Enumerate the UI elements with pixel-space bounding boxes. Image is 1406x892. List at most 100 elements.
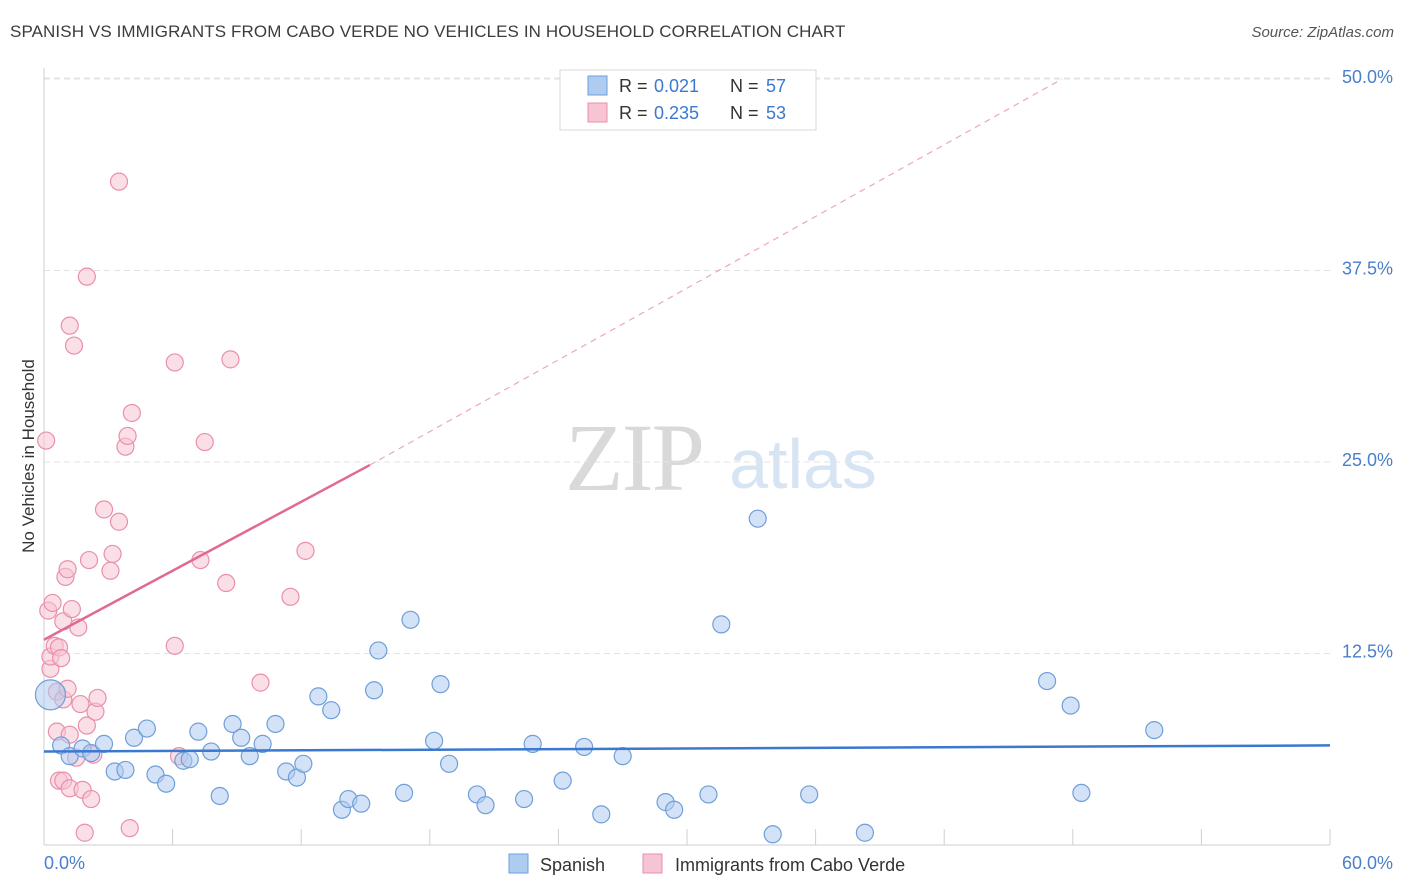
point-spanish-4 <box>82 743 101 763</box>
point-cabo-40 <box>120 819 139 838</box>
legend-top-n-value-cabo: 53 <box>766 103 786 123</box>
point-spanish-53 <box>1037 671 1057 691</box>
point-cabo-51 <box>281 587 300 606</box>
point-spanish-29 <box>352 794 371 813</box>
point-cabo-42 <box>60 316 79 335</box>
point-spanish-47 <box>699 785 718 804</box>
legend-top-n-label-cabo: N = <box>730 103 759 123</box>
point-cabo-39 <box>118 426 137 446</box>
point-cabo-48 <box>217 573 236 593</box>
point-cabo-28 <box>79 550 99 570</box>
x-axis-ticks <box>172 829 1331 845</box>
point-spanish-43 <box>592 805 611 824</box>
point-cabo-52 <box>296 541 315 560</box>
y-tick-label-1: 25.0% <box>1342 450 1393 470</box>
point-cabo-29 <box>82 789 101 809</box>
point-spanish-55 <box>1072 783 1091 803</box>
y-tick-label-3: 50.0% <box>1342 67 1393 87</box>
point-cabo-4 <box>43 593 62 613</box>
point-spanish-49 <box>748 509 767 528</box>
point-spanish-20 <box>253 734 272 753</box>
point-cabo-20 <box>64 336 84 355</box>
point-spanish-24 <box>294 754 313 773</box>
trend-line-cabo <box>43 463 371 641</box>
legend-top-r-label-spanish: R = <box>619 76 648 96</box>
point-cabo-15 <box>58 560 77 579</box>
point-spanish-44 <box>613 747 632 766</box>
point-cabo-50 <box>251 673 270 692</box>
trend-line-spanish <box>43 744 1331 753</box>
legend-top-r-value-cabo: 0.235 <box>654 103 699 123</box>
point-spanish-46 <box>665 800 684 819</box>
watermark: ZIP atlas <box>565 404 877 511</box>
point-spanish-36 <box>439 754 459 773</box>
point-spanish-38 <box>476 796 495 815</box>
point-cabo-44 <box>165 636 184 655</box>
point-cabo-32 <box>88 688 107 708</box>
point-spanish-7 <box>116 760 135 780</box>
point-spanish-31 <box>369 641 388 660</box>
point-spanish-54 <box>1061 696 1080 715</box>
point-cabo-43 <box>165 353 184 372</box>
point-spanish-13 <box>180 750 199 769</box>
point-spanish-34 <box>431 675 450 694</box>
point-spanish-30 <box>364 681 384 700</box>
point-cabo-35 <box>103 544 122 564</box>
legend-top-n-value-spanish: 57 <box>766 76 786 96</box>
point-spanish-51 <box>800 785 819 804</box>
point-spanish-21 <box>266 714 285 734</box>
point-spanish-56 <box>1145 720 1164 740</box>
point-spanish-50 <box>763 825 782 844</box>
legend-bottom-label-spanish: Spanish <box>540 855 605 875</box>
point-cabo-10 <box>52 648 71 668</box>
point-spanish-17 <box>223 714 242 734</box>
point-spanish-5 <box>94 734 114 753</box>
chart-title: SPANISH VS IMMIGRANTS FROM CABO VERDE NO… <box>10 22 846 41</box>
point-spanish-19 <box>240 747 259 766</box>
point-spanish-42 <box>575 737 594 757</box>
point-spanish-0 <box>34 679 67 711</box>
y-axis-label: No Vehicles in Household <box>19 359 38 553</box>
point-spanish-39 <box>515 789 534 809</box>
point-spanish-11 <box>157 774 176 793</box>
trend-lines <box>43 78 1331 753</box>
point-spanish-16 <box>210 786 229 806</box>
legend-top: R = 0.021 N = 57 R = 0.235 N = 53 <box>559 69 817 131</box>
point-spanish-32 <box>394 783 414 803</box>
legend-top-n-label-spanish: N = <box>730 76 759 96</box>
point-cabo-25 <box>75 823 94 842</box>
point-spanish-26 <box>322 701 341 720</box>
point-spanish-14 <box>189 722 208 741</box>
legend-top-r-value-spanish: 0.021 <box>654 76 699 96</box>
y-tick-label-2: 37.5% <box>1342 259 1393 279</box>
source-label: Source: ZipAtlas.com <box>1251 24 1394 41</box>
point-spanish-8 <box>124 728 144 747</box>
x-tick-label-1: 60.0% <box>1342 853 1393 873</box>
point-spanish-48 <box>712 615 731 634</box>
point-cabo-33 <box>94 500 114 519</box>
trend-extension-cabo <box>369 78 1063 466</box>
legend-bottom-swatch-spanish <box>508 853 529 874</box>
point-cabo-26 <box>77 267 96 286</box>
point-cabo-19 <box>62 599 81 619</box>
legend-bottom: Spanish Immigrants from Cabo Verde <box>508 853 905 875</box>
point-cabo-34 <box>101 561 120 580</box>
point-spanish-33 <box>401 610 420 629</box>
point-cabo-47 <box>195 432 214 452</box>
legend-bottom-swatch-cabo <box>642 853 663 874</box>
legend-top-swatch-spanish <box>587 75 608 96</box>
point-cabo-0 <box>37 431 56 450</box>
legend-top-swatch-cabo <box>587 102 608 123</box>
legend-bottom-label-cabo: Immigrants from Cabo Verde <box>675 855 905 875</box>
y-axis-tick-labels: 12.5% 25.0% 37.5% 50.0% <box>1342 67 1393 662</box>
point-spanish-18 <box>232 728 251 747</box>
x-axis-tick-labels: 0.0% 60.0% <box>44 853 1393 873</box>
point-spanish-35 <box>424 731 444 750</box>
point-spanish-9 <box>137 719 156 738</box>
point-cabo-27 <box>77 716 96 735</box>
point-cabo-23 <box>71 694 90 714</box>
point-spanish-25 <box>309 687 328 706</box>
x-tick-label-0: 0.0% <box>44 853 85 873</box>
point-spanish-52 <box>855 823 874 842</box>
